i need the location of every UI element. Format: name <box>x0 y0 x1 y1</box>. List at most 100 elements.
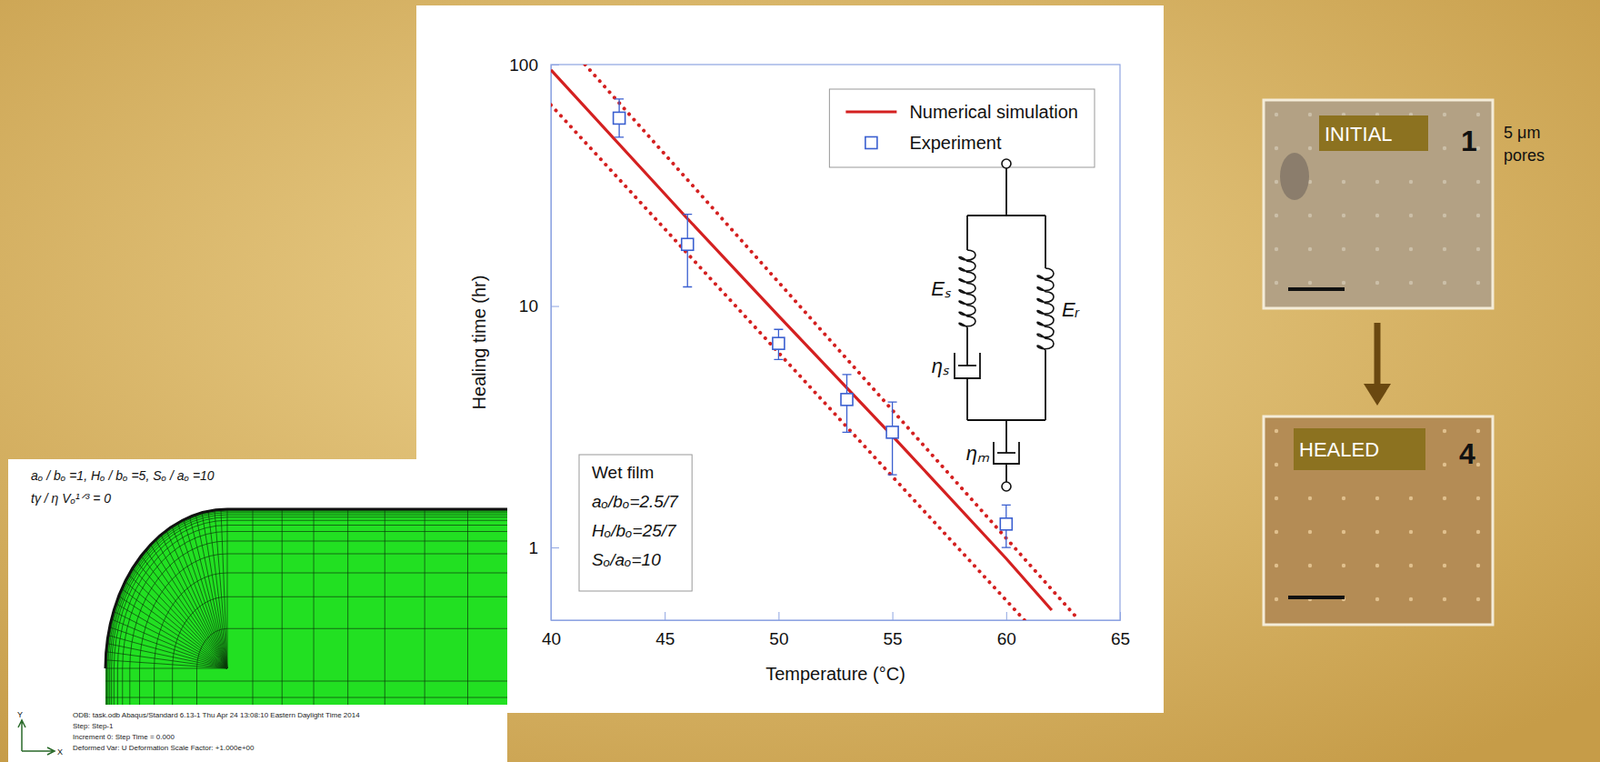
pore <box>1308 213 1312 218</box>
pore <box>1308 146 1312 150</box>
mesh-line <box>384 509 386 705</box>
pore <box>1375 597 1380 601</box>
x-tick-label: 50 <box>769 629 789 649</box>
mesh-line <box>201 512 228 669</box>
mesh-lines <box>105 509 508 705</box>
x-tick-label: 40 <box>541 629 561 649</box>
pore <box>1442 496 1447 500</box>
legend-swatch <box>845 110 897 113</box>
pore <box>1442 462 1447 467</box>
pore <box>1274 429 1279 433</box>
circuit: EₛEᵣηₛηₘ <box>930 159 1080 491</box>
pore <box>1274 247 1279 251</box>
pore <box>1375 180 1380 184</box>
annotation-line: aₒ/bₒ=2.5/7 <box>591 491 680 511</box>
data-point <box>772 337 785 350</box>
pore <box>1409 597 1413 601</box>
pore <box>1476 180 1480 184</box>
mesh-line <box>105 660 228 669</box>
micrographs: INITIAL1HEALED45 μmpores <box>1263 100 1545 625</box>
pore <box>1409 530 1413 534</box>
mesh-line <box>116 603 228 669</box>
pore <box>1274 146 1279 150</box>
circuit-wire <box>997 451 1016 454</box>
mesh-line <box>106 510 508 705</box>
pore <box>1308 496 1312 500</box>
pore <box>1341 563 1346 568</box>
pore <box>1274 280 1279 285</box>
pore <box>1341 496 1346 500</box>
x-tick-mark <box>664 611 666 620</box>
pore <box>1341 247 1346 251</box>
y-tick-mark <box>550 306 560 308</box>
pore <box>1442 280 1447 285</box>
mesh-line <box>190 517 228 669</box>
pore <box>1341 530 1346 534</box>
data-point <box>1000 518 1012 530</box>
pore <box>1476 496 1480 500</box>
pore <box>1476 530 1480 534</box>
y-axis-title: Healing time (hr) <box>469 275 490 410</box>
circuit-wire <box>1005 467 1008 482</box>
fe-info: Deformed Var: U Deformation Scale Factor… <box>72 743 255 752</box>
annotation-box <box>579 454 692 591</box>
x-tick: 65 <box>1110 611 1130 649</box>
mesh-line <box>227 509 229 669</box>
pore <box>1375 563 1380 568</box>
mesh-line <box>252 509 254 705</box>
pore <box>1274 597 1279 601</box>
circuit-wire <box>1044 215 1047 269</box>
circuit-label: ηₘ <box>966 441 990 465</box>
circuit-wire <box>966 349 969 366</box>
pore <box>1476 462 1480 467</box>
x-tick-mark <box>1006 611 1008 620</box>
y-tick-label: 100 <box>509 55 539 75</box>
chart-panel <box>416 5 1164 713</box>
pore <box>1274 496 1279 500</box>
pore <box>1409 247 1413 251</box>
pore <box>1375 530 1380 534</box>
y-tick-label: 10 <box>519 296 539 316</box>
legend-swatch <box>865 137 878 150</box>
axis-triad <box>18 720 55 755</box>
y-tick-label: 1 <box>528 538 539 558</box>
background <box>0 0 1600 762</box>
mesh-edge <box>105 509 508 669</box>
mesh-line <box>467 509 469 705</box>
x-tick-label: 55 <box>883 629 903 649</box>
y-axis: 1 10 100 <box>509 55 560 621</box>
x-tick-label: 60 <box>997 629 1017 649</box>
circuit-wire <box>966 378 969 382</box>
panel-number: 4 <box>1459 437 1476 470</box>
mesh-line <box>140 553 508 705</box>
pore <box>1409 563 1413 568</box>
circuit-wire <box>967 214 1046 217</box>
x-tick: 60 <box>997 611 1017 649</box>
pore <box>1274 530 1279 534</box>
dashpot-cup <box>954 352 980 379</box>
circuit-label: ηₛ <box>931 354 950 378</box>
panel-label: INITIAL <box>1324 122 1393 146</box>
circuit-wire <box>958 364 977 367</box>
y-axis-line <box>551 65 560 621</box>
x-axis-title: Temperature (°C) <box>765 663 906 684</box>
mesh-line <box>177 522 228 669</box>
mesh-line <box>107 510 508 705</box>
x-tick-label: 65 <box>1110 629 1130 649</box>
mesh-line <box>110 514 508 705</box>
pore <box>1308 112 1312 117</box>
mesh-line <box>313 509 315 705</box>
pore <box>1442 180 1447 184</box>
panel-number: 1 <box>1460 124 1478 158</box>
pore <box>1274 180 1279 184</box>
label-box <box>1293 428 1426 470</box>
scale-bar <box>1288 595 1345 600</box>
circuit-wire <box>1005 463 1008 468</box>
mesh-line <box>106 651 228 669</box>
mesh-line <box>130 540 508 705</box>
side-note: 5 μm <box>1503 123 1540 142</box>
triad-label: Y <box>17 710 23 720</box>
data-point <box>681 238 694 250</box>
mesh-line <box>113 520 508 705</box>
pore <box>1375 280 1380 285</box>
